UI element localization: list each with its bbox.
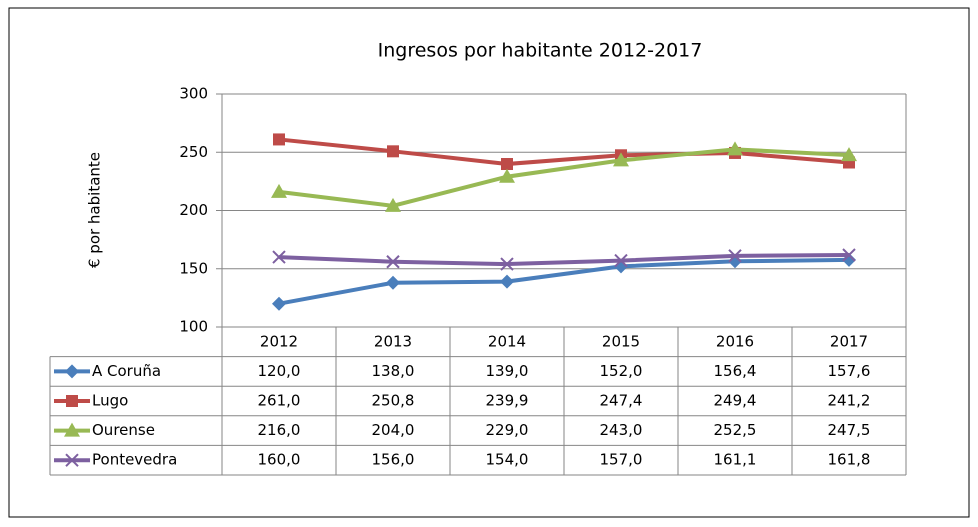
legend-label: Pontevedra xyxy=(92,451,177,469)
table-cell: 239,9 xyxy=(486,392,529,410)
marker xyxy=(842,248,856,262)
table-cell: 157,6 xyxy=(828,362,871,380)
chart-title: Ingresos por habitante 2012-2017 xyxy=(378,40,703,62)
series-line xyxy=(278,257,850,306)
marker xyxy=(272,250,286,264)
legend-label: Ourense xyxy=(92,421,155,439)
table-cell: 156,0 xyxy=(372,451,415,469)
table-cell: 247,5 xyxy=(828,421,871,439)
marker xyxy=(65,453,79,467)
table-cell: 249,4 xyxy=(714,392,757,410)
marker xyxy=(65,364,79,379)
marker xyxy=(613,152,629,167)
table-cell: 252,5 xyxy=(714,421,757,439)
marker xyxy=(727,141,743,156)
marker xyxy=(841,147,857,162)
marker xyxy=(387,145,399,158)
x-tick-label: 2017 xyxy=(830,332,868,350)
table-cell: 139,0 xyxy=(486,362,529,380)
marker xyxy=(272,296,286,311)
table-cell: 216,0 xyxy=(258,421,301,439)
y-tick-label: 150 xyxy=(179,259,208,277)
marker xyxy=(271,183,287,198)
y-axis-label: € por habitante xyxy=(86,152,104,268)
marker xyxy=(499,168,515,183)
x-tick-label: 2012 xyxy=(260,332,298,350)
series-line xyxy=(278,253,850,267)
series-line xyxy=(278,137,850,167)
x-tick-label: 2016 xyxy=(716,332,754,350)
y-tick-label: 250 xyxy=(179,143,208,161)
table-cell: 229,0 xyxy=(486,421,529,439)
table-cell: 152,0 xyxy=(600,362,643,380)
y-tick-label: 100 xyxy=(179,318,208,336)
table-cell: 156,4 xyxy=(714,362,757,380)
y-tick-label: 200 xyxy=(179,201,208,219)
x-tick-label: 2014 xyxy=(488,332,526,350)
legend-label: Lugo xyxy=(92,392,128,410)
table-cell: 161,8 xyxy=(828,451,871,469)
x-tick-label: 2015 xyxy=(602,332,640,350)
marker xyxy=(500,274,514,289)
y-tick-label: 300 xyxy=(179,85,208,103)
marker xyxy=(614,253,628,268)
table-cell: 204,0 xyxy=(372,421,415,439)
table-cell: 243,0 xyxy=(600,421,643,439)
marker xyxy=(501,158,513,171)
table-cell: 261,0 xyxy=(258,392,301,410)
marker xyxy=(273,133,285,146)
table-cell: 154,0 xyxy=(486,451,529,469)
marker xyxy=(66,395,78,407)
marker xyxy=(385,197,401,212)
table-cell: 247,4 xyxy=(600,392,643,410)
legend-label: A Coruña xyxy=(92,362,161,380)
table-cell: 157,0 xyxy=(600,451,643,469)
table-cell: 138,0 xyxy=(372,362,415,380)
table-cell: 241,2 xyxy=(828,392,871,410)
table-cell: 250,8 xyxy=(372,392,415,410)
table-cell: 120,0 xyxy=(258,362,301,380)
marker xyxy=(500,257,514,271)
table-cell: 160,0 xyxy=(258,451,301,469)
marker xyxy=(386,275,400,290)
series-line xyxy=(278,147,850,208)
marker xyxy=(64,422,80,437)
table-cell: 161,1 xyxy=(714,451,757,469)
x-tick-label: 2013 xyxy=(374,332,412,350)
marker xyxy=(386,255,400,269)
marker xyxy=(728,249,742,263)
